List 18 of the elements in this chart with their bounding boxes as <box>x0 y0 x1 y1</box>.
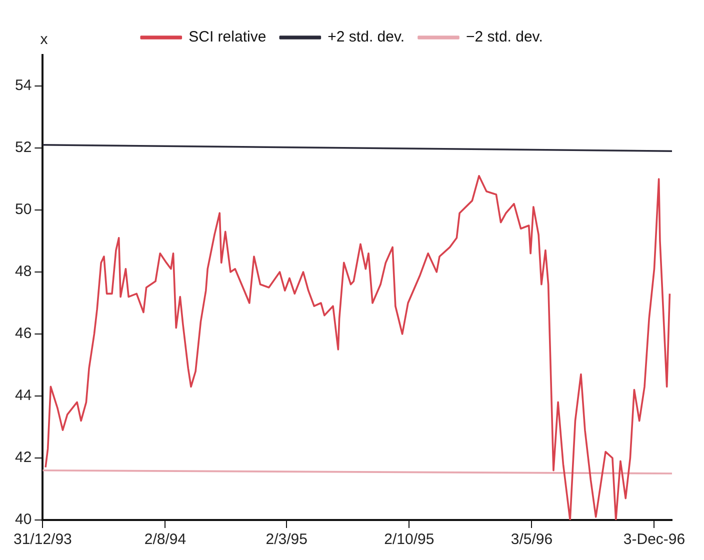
x-tick-label: 2/10/95 <box>384 531 434 548</box>
legend-label: +2 std. dev. <box>328 28 405 46</box>
x-tick-label: 3-Dec-96 <box>623 531 686 548</box>
y-tick-label: 48 <box>14 263 32 280</box>
y-tick-label: 40 <box>14 511 32 528</box>
y-tick-label: 46 <box>14 325 32 342</box>
x-tick-label: 31/12/93 <box>13 531 72 548</box>
y-tick-label: 42 <box>14 449 32 466</box>
x-tick-label: 2/3/95 <box>266 531 308 548</box>
y-tick-label: 54 <box>14 77 32 94</box>
y-tick-label: 50 <box>14 201 32 218</box>
x-tick-label: 2/8/94 <box>144 531 186 548</box>
y-axis-title: x <box>40 31 48 48</box>
y-tick-label: 52 <box>14 139 32 156</box>
x-tick-label: 3/5/96 <box>510 531 553 548</box>
legend-label: −2 std. dev. <box>466 28 543 46</box>
y-tick-label: 44 <box>14 387 32 404</box>
legend-label: SCI relative <box>188 28 266 46</box>
